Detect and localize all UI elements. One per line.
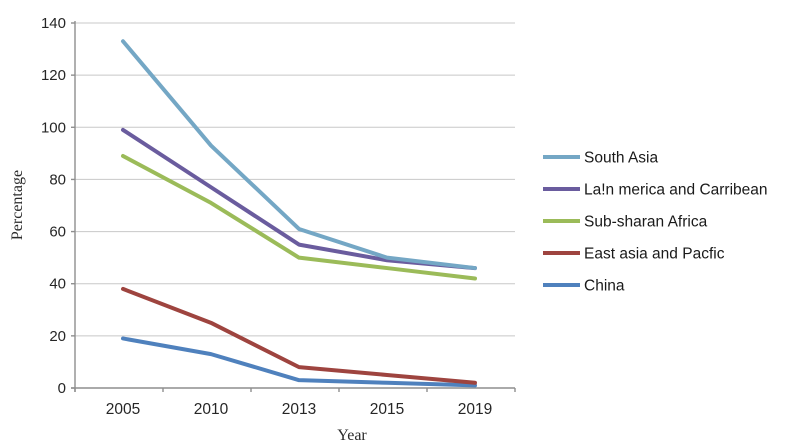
legend-label-la-n-merica-and-carribean: La!n merica and Carribean — [584, 182, 768, 199]
x-tick-label: 2013 — [282, 401, 316, 418]
y-tick-label: 20 — [49, 328, 66, 345]
x-tick-label: 2019 — [458, 401, 492, 418]
y-tick-label: 80 — [49, 171, 66, 188]
y-tick-label: 40 — [49, 276, 66, 293]
y-axis-title: Percentage — [9, 169, 26, 241]
legend-label-south-asia: South Asia — [584, 150, 658, 167]
legend-label-china: China — [584, 278, 625, 295]
y-tick-label: 120 — [41, 67, 66, 84]
x-tick-label: 2010 — [194, 401, 229, 418]
series-line-sub-sharan-africa — [121, 153, 477, 281]
y-tick-label: 140 — [41, 15, 66, 32]
legend-label-east-asia-and-pacfic: East asia and Pacfic — [584, 246, 725, 263]
series-line-la-n-merica-and-carribean — [121, 127, 477, 271]
legend: South Asia La!n merica and Carribean Sub-s… — [543, 150, 768, 295]
series-line-east-asia-and-pacfic — [121, 286, 477, 385]
x-axis-title: Year — [337, 427, 367, 444]
series-line-south-asia — [121, 39, 477, 271]
y-tick-label: 100 — [41, 119, 66, 136]
x-tick-label: 2005 — [106, 401, 140, 418]
y-tick-label: 0 — [58, 380, 66, 397]
series-line-china — [121, 336, 477, 388]
y-tick-label: 60 — [49, 224, 66, 241]
legend-label-sub-sharan-africa: Sub-sharan Africa — [584, 214, 708, 231]
x-tick-label: 2015 — [370, 401, 404, 418]
